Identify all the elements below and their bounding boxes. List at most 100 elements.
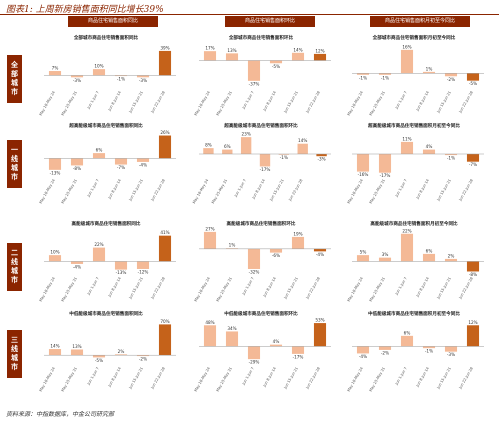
bar [203, 231, 217, 249]
source-note: 资料来源：中指数据库，中金公司研究部 [6, 411, 115, 418]
bar [203, 325, 217, 347]
x-tick-label: Jun 1-Jun 7 [241, 91, 255, 111]
data-label: -17% [380, 173, 391, 178]
chart-svg: 中低能级城市商品住宅销售面积月初至今同比 -4% May 18-May 24 -2% M… [347, 310, 484, 393]
x-tick-label: May 18-May 24 [347, 90, 365, 116]
data-label: 14% [293, 47, 302, 52]
bar [269, 344, 283, 347]
x-tick-label: May 25-May 31 [369, 91, 386, 117]
x-tick-label: Jun 15-Jun 21 [128, 367, 144, 391]
bar [400, 233, 414, 262]
column-header-mom: 商品住宅销售面积环比 [225, 16, 315, 27]
data-label: -2% [139, 357, 147, 362]
data-label: -4% [73, 264, 81, 269]
x-tick-label: May 25-May 31 [61, 277, 78, 303]
x-tick-label: May 25-May 31 [369, 367, 386, 393]
data-label: -13% [50, 170, 61, 175]
chart-title: 超高能级城市商品住宅销售面积环比 [223, 122, 298, 129]
data-label: 19% [293, 231, 302, 236]
x-tick-label: May 18-May 24 [192, 178, 210, 204]
title-divider [0, 14, 499, 15]
x-tick-label: Jun 22-Jun 28 [150, 90, 166, 114]
x-tick-label: May 18-May 24 [347, 366, 365, 392]
data-label: 13% [72, 344, 81, 349]
x-tick-label: Jun 15-Jun 21 [128, 91, 144, 115]
data-label: 4% [273, 339, 280, 344]
x-tick-label: Jun 8-Jun 14 [415, 276, 430, 298]
chart-svg: 超高能级城市商品住宅销售面积同比 -13% May 18-May 24 -8% May … [39, 122, 176, 204]
data-label: 16% [402, 44, 411, 49]
data-label: 22% [94, 242, 103, 247]
bar [444, 346, 458, 352]
x-tick-label: Jun 8-Jun 14 [251, 178, 266, 200]
chart-panel: 中低能级城市商品住宅销售面积同比 14% May 18-May 24 13% May 2… [30, 306, 182, 392]
x-tick-label: May 18-May 24 [39, 178, 57, 204]
x-tick-label: May 18-May 24 [347, 178, 365, 204]
x-tick-label: Jun 1-Jun 7 [394, 91, 408, 111]
data-label: -17% [260, 167, 271, 172]
bar [316, 154, 327, 157]
row-label-tier1: 一线城市 [7, 140, 22, 188]
data-label: -3% [317, 157, 325, 162]
x-tick-label: Jun 15-Jun 21 [128, 179, 144, 203]
x-tick-label: Jun 1-Jun 7 [394, 277, 408, 297]
bar [422, 346, 436, 349]
bar [203, 148, 214, 154]
x-tick-label: Jun 8-Jun 14 [107, 178, 122, 200]
chart-svg: 全部城市商品住宅销售面积环比 17% May 18-May 24 13% May 25-… [194, 34, 331, 116]
bar [291, 52, 305, 61]
data-label: -4% [316, 252, 324, 257]
data-label: -6% [272, 253, 280, 258]
bar [400, 141, 414, 154]
row-label-all-cities: 全部城市 [7, 55, 22, 103]
bar [422, 71, 436, 74]
bar [48, 255, 62, 262]
row-label-tier2: 二线城市 [7, 243, 22, 291]
bar [313, 323, 327, 347]
bar [136, 261, 150, 269]
bar [114, 354, 128, 356]
x-tick-label: Jun 15-Jun 21 [436, 91, 452, 115]
data-label: -3% [139, 78, 147, 83]
bar [225, 248, 239, 249]
bar [70, 158, 84, 166]
chart-svg: 超高能级城市商品住宅销售面积环比 8% May 18-May 24 6% May 25-… [192, 122, 331, 205]
data-label: -1% [117, 77, 125, 82]
bar [92, 153, 106, 159]
bar [269, 60, 283, 64]
bar [136, 158, 150, 162]
x-tick-label: May 18-May 24 [194, 276, 212, 302]
data-label: -7% [117, 165, 125, 170]
data-label: 70% [160, 319, 169, 324]
data-label: -5% [272, 64, 280, 69]
bar [240, 137, 252, 154]
x-tick-label: Jun 1-Jun 7 [394, 179, 408, 199]
bar [48, 349, 62, 356]
data-label: -4% [139, 162, 147, 167]
bar [247, 60, 261, 81]
data-label: 6% [404, 330, 411, 335]
data-label: -29% [249, 360, 260, 365]
chart-title: 中低能级城市商品住宅销售面积月初至今同比 [368, 310, 460, 317]
column-header-yoy: 商品住宅销售面积同比 [68, 16, 158, 27]
chart-svg: 超高能级城市商品住宅销售面积月初至今同比 -16%May 18-May 24 -17… [347, 122, 484, 204]
chart-panel: 中低能级城市商品住宅销售面积环比 48% May 18-May 24 34% May 2… [185, 306, 337, 392]
bar [158, 50, 172, 76]
x-tick-label: Jun 1-Jun 7 [86, 277, 100, 297]
x-tick-label: Jun 8-Jun 14 [262, 276, 277, 298]
chart-panel: 中低能级城市商品住宅销售面积月初至今同比 -4% May 18-May 24 -2% M… [338, 306, 490, 392]
x-tick-label: May 25-May 31 [211, 179, 228, 205]
bar [48, 158, 62, 170]
chart-panel: 超高能级城市商品住宅销售面积月初至今同比 -16% May 18-May 24 -17… [338, 118, 490, 204]
bar [247, 346, 261, 360]
bar [225, 331, 239, 347]
data-label: 13% [227, 48, 236, 53]
bar [356, 255, 370, 262]
x-tick-label: Jun 22-Jun 28 [458, 276, 474, 300]
bar [269, 248, 283, 253]
data-label: -16% [358, 172, 369, 177]
bar [378, 346, 392, 350]
bar [247, 248, 261, 269]
bar [466, 154, 480, 162]
data-label: -32% [249, 269, 260, 274]
